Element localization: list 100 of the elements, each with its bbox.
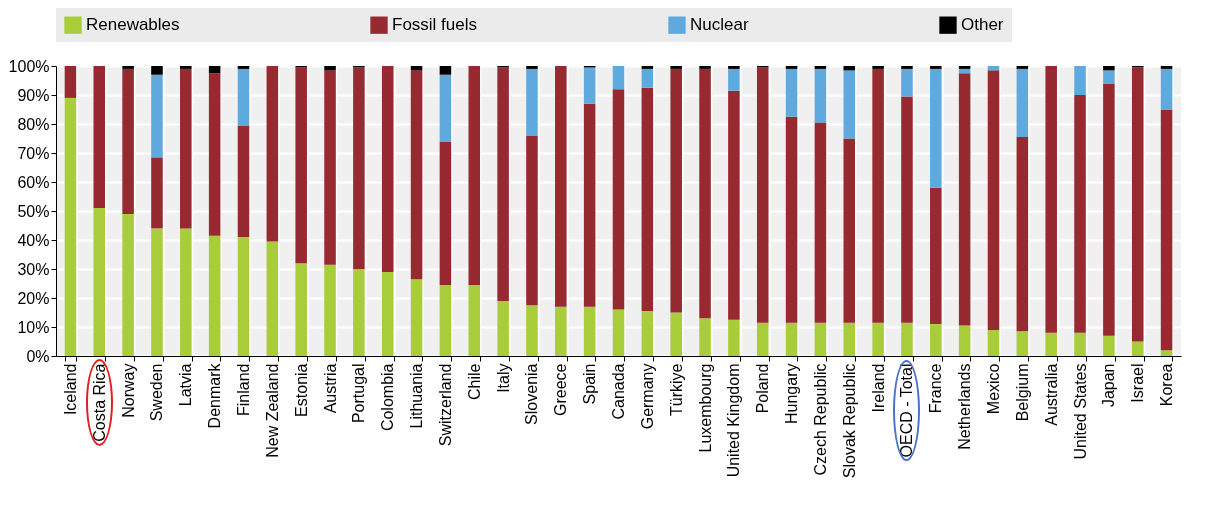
bar (583, 67, 596, 104)
x-tick-label: Netherlands (956, 363, 974, 450)
y-tick-label: 10% (17, 318, 50, 336)
bar (122, 68, 134, 214)
y-tick-label: 40% (17, 231, 50, 249)
bar (439, 74, 452, 142)
bar (901, 68, 913, 97)
bar (439, 66, 452, 75)
x-tick-label: Germany (638, 363, 656, 430)
x-tick-label: Denmark (206, 362, 224, 429)
bar (208, 235, 221, 356)
bar (526, 305, 538, 356)
x-tick-label: Hungary (783, 363, 801, 424)
bar (814, 66, 827, 69)
bar (901, 96, 913, 323)
bar (526, 66, 538, 69)
bar (843, 70, 856, 139)
bar (699, 66, 711, 69)
bar (497, 67, 509, 301)
x-tick-label: Ireland (869, 363, 887, 413)
bar (381, 271, 394, 356)
x-tick-label: Estonia (292, 363, 310, 417)
x-tick-label: Sweden (148, 363, 166, 422)
bar (324, 66, 336, 71)
x-tick-label: Australia (1042, 363, 1060, 426)
x-tick-label: Czech Republic (811, 363, 829, 476)
bar (555, 306, 567, 356)
x-tick-label: Japan (1100, 363, 1118, 408)
bar (699, 318, 711, 356)
bar (208, 73, 221, 236)
bar (151, 74, 163, 158)
bar (122, 66, 134, 69)
bar (64, 66, 77, 98)
x-tick-label: Costa Rica (90, 363, 108, 442)
bar (1103, 70, 1115, 84)
bar (756, 67, 769, 323)
x-tick-label: Slovak Republic (840, 363, 858, 479)
y-tick-label: 100% (8, 57, 50, 75)
bar (843, 322, 856, 356)
x-tick-label: Israel (1129, 363, 1147, 403)
x-tick-label: Colombia (379, 363, 397, 432)
x-tick-label: Lithuania (408, 363, 426, 429)
bar (612, 66, 625, 90)
bar (526, 135, 538, 306)
bar (843, 138, 856, 323)
legend-label: Nuclear (690, 15, 749, 35)
bar (93, 208, 106, 356)
bar (1160, 68, 1173, 110)
y-tick-label: 0% (26, 347, 50, 365)
bar (526, 68, 538, 136)
bar (266, 66, 279, 242)
bar (583, 103, 596, 307)
bar (670, 68, 682, 313)
bar (670, 312, 682, 356)
bar (381, 66, 394, 272)
bar (930, 68, 942, 188)
y-tick-label: 20% (17, 289, 50, 307)
y-tick-label: 50% (17, 202, 50, 220)
bar (612, 89, 625, 310)
x-tick-label: Iceland (61, 363, 79, 416)
bar (555, 66, 567, 307)
bar (237, 237, 250, 356)
bar (497, 300, 509, 356)
bar (64, 97, 77, 356)
bar (814, 122, 827, 323)
bar (266, 241, 279, 356)
bar (699, 68, 711, 319)
bar (237, 68, 250, 126)
x-tick-label: OECD - Total (898, 363, 916, 458)
bar (1103, 335, 1115, 356)
y-tick-label: 60% (17, 173, 50, 191)
bar (122, 213, 134, 356)
bar (151, 157, 163, 229)
x-tick-label: Belgium (1013, 363, 1031, 422)
bar (930, 66, 942, 69)
bar (324, 70, 336, 265)
legend-label: Other (961, 15, 1004, 35)
legend-label: Renewables (86, 15, 180, 35)
bar (237, 66, 250, 69)
bar (180, 68, 192, 229)
x-tick-label: Chile (465, 363, 483, 400)
bar (785, 66, 798, 69)
bar (641, 66, 654, 69)
bar (1016, 331, 1029, 356)
bar (641, 87, 654, 312)
bar (872, 322, 884, 356)
bar (353, 67, 365, 269)
bar (814, 322, 827, 356)
x-tick-label: Greece (552, 363, 570, 416)
bar (468, 66, 481, 285)
x-tick-label: Slovenia (523, 363, 541, 425)
bar (180, 66, 192, 69)
y-tick-label: 70% (17, 144, 50, 162)
bar (295, 263, 307, 356)
bar (208, 66, 221, 74)
bar (353, 269, 365, 356)
x-tick-label: Portugal (350, 363, 368, 424)
bar (439, 284, 452, 356)
x-tick-label: Italy (494, 363, 512, 393)
bar (872, 68, 884, 323)
